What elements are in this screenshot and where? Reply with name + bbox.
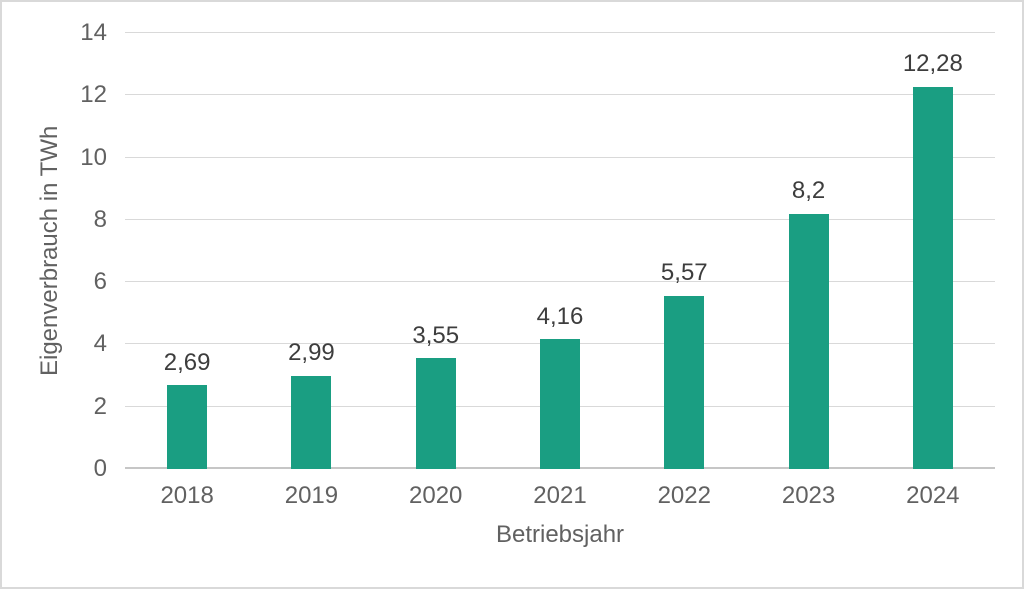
value-label: 4,16: [536, 302, 584, 330]
gridline: [125, 32, 995, 33]
x-axis-tick-labels: 2018 2019 2020 2021 2022 2023 2024: [125, 482, 995, 510]
y-tick-label: 6: [93, 268, 107, 296]
y-tick-label: 12: [80, 81, 107, 109]
y-tick-label: 14: [80, 19, 107, 46]
bar-2024: [912, 86, 953, 469]
x-axis-title: Betriebsjahr: [495, 521, 625, 548]
value-label: 5,57: [660, 258, 708, 286]
x-tick-label: 2022: [657, 482, 711, 509]
x-tick-label: 2019: [284, 482, 339, 509]
x-tick-label: 2024: [906, 482, 960, 509]
bar-2022: [664, 295, 705, 469]
bar-slot: 4,16: [498, 33, 622, 469]
value-label: 3,55: [412, 321, 460, 349]
value-label: 2,69: [163, 348, 211, 376]
gridline: [125, 218, 995, 220]
gridline: [125, 156, 995, 158]
y-tick-label: 0: [93, 455, 107, 482]
y-tick-label: 8: [93, 205, 107, 233]
bar-2019: [291, 375, 332, 469]
y-tick-label: 10: [80, 143, 107, 171]
value-label: 12,28: [902, 49, 963, 77]
gridline: [125, 281, 995, 283]
bar-slot: 3,55: [374, 33, 498, 469]
gridline: [125, 94, 995, 96]
bar-2023: [788, 213, 829, 469]
bar-2020: [415, 358, 456, 469]
y-tick-label: 2: [93, 392, 107, 420]
y-axis-tick-labels: 0 2 4 6 8 10 12 14: [47, 21, 107, 481]
x-tick-label: 2018: [160, 482, 214, 509]
x-tick-label: 2023: [781, 482, 836, 509]
bar-slot: 12,28: [871, 33, 995, 469]
bar-slot: 8,2: [746, 33, 870, 469]
bar-slot: 2,69: [125, 33, 249, 469]
y-tick-label: 4: [93, 330, 107, 358]
x-tick-label: 2020: [409, 482, 463, 509]
bar-2018: [167, 385, 208, 469]
x-tick-label: 2021: [533, 482, 587, 509]
plot-area: 2,69 2,99 3,55 4,16 5,57 8,2 12,28: [125, 32, 995, 469]
bar-2021: [539, 339, 580, 469]
value-label: 2,99: [288, 339, 335, 367]
bar-slot: 5,57: [622, 33, 746, 469]
bar-slot: 2,99: [249, 33, 373, 469]
value-label: 8,2: [791, 177, 826, 205]
